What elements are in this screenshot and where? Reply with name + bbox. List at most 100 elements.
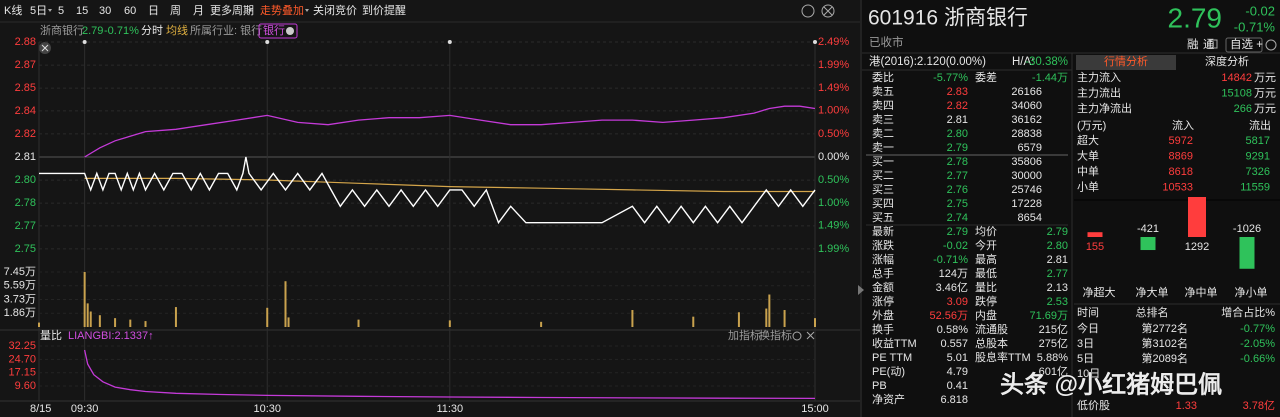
rank-pct: -0.77%: [1240, 323, 1275, 335]
add-indicator[interactable]: 加指标: [728, 328, 761, 342]
stat-value: 275亿: [1039, 337, 1068, 350]
book-volume: 25746: [1011, 184, 1042, 196]
orders-label: 大单: [1077, 148, 1099, 162]
stat-label: PE TTM: [872, 352, 912, 364]
stat-label: 量比: [975, 281, 997, 294]
net-bar: [1188, 197, 1206, 237]
value: -5.77%: [933, 72, 968, 84]
ratio-tick-label: 17.15: [8, 367, 36, 379]
book-volume: 17228: [1011, 198, 1042, 210]
icon-lock[interactable]: [1208, 39, 1218, 49]
volume-bar: [768, 294, 771, 327]
flow-label: 主力流入: [1077, 70, 1121, 84]
rank-label: 今日: [1077, 321, 1099, 335]
icon-settings[interactable]: [801, 4, 815, 18]
overlay-remove[interactable]: [286, 27, 294, 35]
toolbar-item[interactable]: 30: [99, 5, 111, 17]
collapse-handle[interactable]: [858, 285, 864, 295]
toolbar-item[interactable]: 60: [124, 5, 136, 17]
mode[interactable]: 分时: [141, 24, 163, 37]
rank-value: 第2772名: [1142, 321, 1188, 335]
volume-bar: [89, 311, 92, 327]
session-dot: [447, 40, 452, 44]
book-volume: 30000: [1011, 170, 1042, 182]
book-price: 2.78: [947, 156, 968, 168]
orders-label: 中单: [1077, 165, 1099, 178]
flow-label: 主力流出: [1077, 85, 1121, 99]
ratio-tick-label: 24.70: [8, 353, 36, 365]
orders-header: 流出: [1249, 118, 1271, 132]
flow-value: 15108: [1221, 87, 1252, 99]
rank-header: 总排名: [1136, 305, 1169, 319]
toolbar-item[interactable]: 日: [148, 5, 159, 17]
toolbar-item[interactable]: 更多周期: [210, 3, 254, 17]
net-value: -1026: [1233, 223, 1261, 235]
toolbar-item[interactable]: 关闭竞价: [313, 3, 357, 17]
net-category: 净大单: [1136, 285, 1169, 299]
toolbar-item[interactable]: 到价提醒: [362, 4, 406, 17]
avg-label[interactable]: 均线: [166, 23, 188, 37]
change-indicator[interactable]: 换指标: [759, 328, 792, 342]
ha-premium: -30.38%: [1025, 56, 1068, 68]
volume-tick-label: 3.73万: [4, 293, 36, 305]
net-value: -421: [1137, 223, 1159, 235]
volume-bar: [129, 319, 132, 327]
orders-out: 9291: [1246, 150, 1270, 162]
label: 委比: [872, 71, 894, 84]
toolbar-item[interactable]: 5: [58, 5, 64, 17]
quote-change-pct: -0.71%: [1234, 19, 1276, 34]
stat-value: 0.557: [940, 338, 968, 350]
toolbar-item[interactable]: 15: [76, 5, 88, 17]
toolbar-item[interactable]: 月: [193, 5, 204, 17]
stat-value: 4.79: [947, 366, 968, 378]
rank-label: 3日: [1077, 338, 1094, 350]
pct-tick-label: 1.49%: [818, 220, 849, 232]
volume-tick-label: 1.86万: [4, 307, 36, 319]
toolbar-item[interactable]: 走势叠加: [260, 4, 304, 17]
volume-bar: [783, 310, 786, 327]
book-label: 买五: [872, 211, 894, 224]
volume-tick-label: 7.45万: [4, 266, 36, 278]
last-price: 2.79: [82, 25, 103, 37]
price-tick-label: 2.78: [15, 197, 36, 209]
watch-button-box[interactable]: [1225, 37, 1263, 53]
volume-bar: [765, 308, 768, 327]
orders-label: 超大: [1077, 133, 1099, 147]
stat-label: 涨幅: [872, 253, 894, 266]
overlay-tag-box[interactable]: [258, 23, 298, 39]
toolbar-item[interactable]: K线: [4, 3, 22, 17]
toolbar-item[interactable]: 周: [170, 4, 181, 17]
volume-bar: [631, 310, 634, 327]
indicator-settings[interactable]: [792, 331, 802, 341]
label: 委差: [975, 70, 997, 84]
time-label: 10:30: [253, 403, 281, 415]
price-tick-label: 2.75: [15, 243, 36, 255]
watch-button[interactable]: 自选 +: [1230, 38, 1263, 51]
stat-label: 净资产: [872, 392, 905, 406]
icon-close[interactable]: [821, 4, 835, 18]
book-volume: 35806: [1011, 156, 1042, 168]
stat-value: 3.09: [947, 296, 968, 308]
tab[interactable]: 深度分析: [1205, 54, 1249, 68]
session-dot: [813, 40, 817, 44]
orders-header: (万元): [1077, 120, 1106, 132]
pct-tick-label: 1.99%: [818, 59, 849, 71]
tab[interactable]: 行情分析: [1104, 54, 1148, 68]
toolbar-item[interactable]: 5日: [30, 5, 47, 17]
time-label: 15:00: [801, 403, 829, 415]
volume-bar: [357, 319, 360, 327]
price-tick-label: 2.81: [15, 151, 36, 163]
stat-label: 最低: [975, 267, 997, 280]
volume-bar: [692, 316, 695, 327]
time-label: 09:30: [71, 403, 99, 415]
icon-more[interactable]: [1265, 39, 1277, 51]
stat-value: 52.56万: [929, 310, 968, 322]
ratio-indicator: LIANGBI:2.1337↑: [68, 330, 154, 342]
flow-value: 266: [1234, 103, 1252, 115]
stat-label: 流通股: [975, 322, 1008, 336]
indicator-close[interactable]: [806, 331, 815, 340]
book-price: 2.81: [947, 114, 968, 126]
stat-value: 5.01: [947, 352, 968, 364]
net-value: 1292: [1185, 241, 1209, 253]
ratio-title: 量比: [40, 329, 62, 342]
